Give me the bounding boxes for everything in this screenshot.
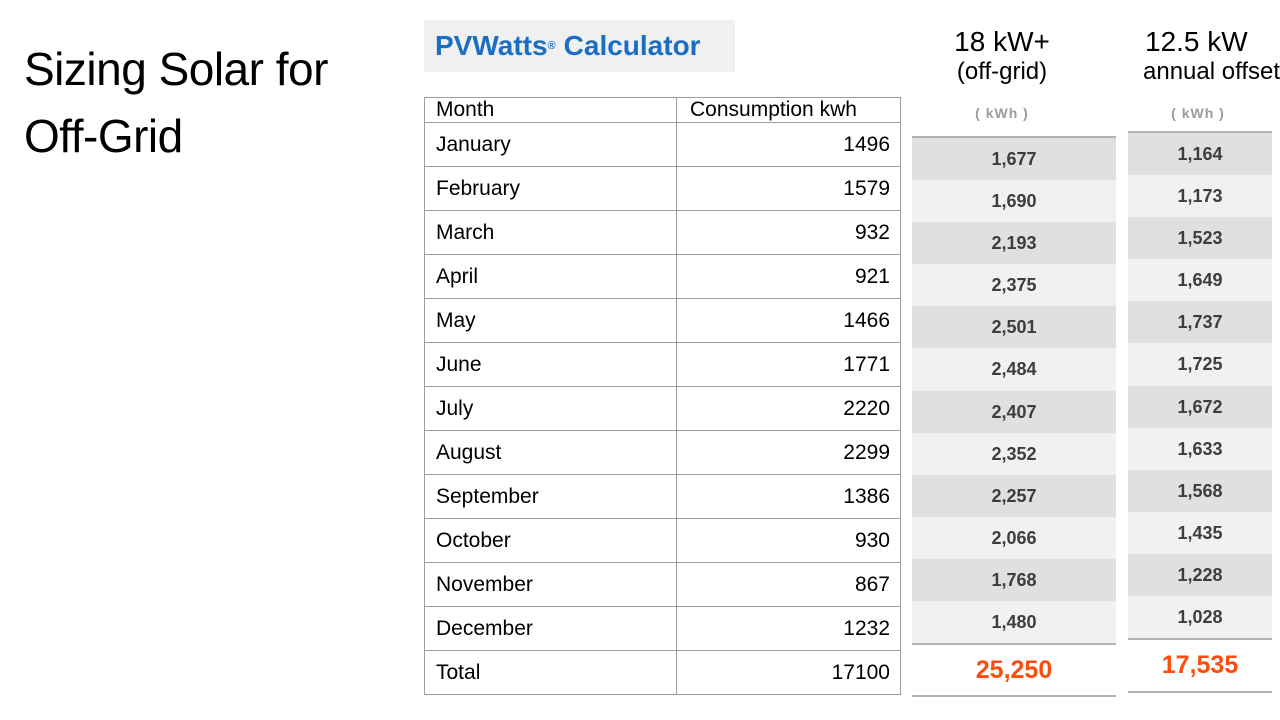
offgrid-values-column: 1,677 1,690 2,193 2,375 2,501 2,484 2,40…: [912, 136, 1116, 646]
table-row: April 921: [424, 254, 901, 299]
kwh-cell: 2299: [676, 430, 901, 475]
slide-title-line-2: Off-Grid: [24, 110, 183, 162]
offset-value-row: 1,568: [1128, 469, 1272, 512]
table-row: May 1466: [424, 298, 901, 343]
offgrid-title: 18 kW+: [954, 26, 1050, 57]
month-cell: March: [424, 210, 677, 255]
offgrid-column-header: 18 kW+ (off-grid) ( kWh ): [900, 26, 1104, 121]
offgrid-value-row: 1,480: [912, 601, 1116, 644]
offset-unit-label: ( kWh ): [1171, 105, 1225, 121]
table-row: November 867: [424, 562, 901, 607]
table-row: June 1771: [424, 342, 901, 387]
offset-value-row: 1,725: [1128, 343, 1272, 386]
total-label-cell: Total: [424, 650, 677, 695]
kwh-cell: 921: [676, 254, 901, 299]
offset-value-row: 1,523: [1128, 217, 1272, 260]
kwh-cell: 930: [676, 518, 901, 563]
offgrid-value-row: 2,501: [912, 306, 1116, 349]
table-header-row: Month Consumption kwh: [424, 97, 901, 123]
offset-value-row: 1,672: [1128, 385, 1272, 428]
offset-value-row: 1,649: [1128, 259, 1272, 302]
table-row: December 1232: [424, 606, 901, 651]
table-row: September 1386: [424, 474, 901, 519]
offgrid-value-row: 2,257: [912, 474, 1116, 517]
table-row: October 930: [424, 518, 901, 563]
offset-value-row: 1,164: [1128, 133, 1272, 176]
logo-brand: PVWatts: [435, 30, 548, 61]
offset-value-row: 1,435: [1128, 511, 1272, 554]
slide-title-line-1: Sizing Solar for: [24, 43, 328, 95]
month-cell: November: [424, 562, 677, 607]
offset-value-row: 1,737: [1128, 301, 1272, 344]
kwh-cell: 867: [676, 562, 901, 607]
offset-values-column: 1,164 1,173 1,523 1,649 1,737 1,725 1,67…: [1128, 131, 1272, 641]
offgrid-value-row: 2,407: [912, 390, 1116, 433]
month-cell: December: [424, 606, 677, 651]
offgrid-unit-label: ( kWh ): [975, 105, 1029, 121]
month-column-header: Month: [424, 97, 677, 123]
offset-column-header: 12.5 kW annual offset ( kWh ): [1143, 26, 1280, 121]
kwh-cell: 932: [676, 210, 901, 255]
offgrid-value-row: 2,375: [912, 264, 1116, 307]
month-cell: May: [424, 298, 677, 343]
month-cell: August: [424, 430, 677, 475]
month-cell: April: [424, 254, 677, 299]
offset-value-row: 1,228: [1128, 553, 1272, 597]
offgrid-value-row: 2,193: [912, 222, 1116, 265]
kwh-cell: 1579: [676, 166, 901, 211]
offset-value-row: 1,028: [1128, 596, 1272, 639]
consumption-table: Month Consumption kwh January 1496 Februa…: [424, 97, 901, 695]
offset-total: 17,535: [1128, 640, 1272, 693]
logo-product: Calculator: [563, 30, 701, 61]
month-cell: October: [424, 518, 677, 563]
offgrid-value-row: 1,690: [912, 180, 1116, 223]
table-total-row: Total 17100: [424, 650, 901, 695]
kwh-cell: 1232: [676, 606, 901, 651]
month-cell: September: [424, 474, 677, 519]
offset-title: 12.5 kW: [1145, 26, 1248, 57]
kwh-cell: 1771: [676, 342, 901, 387]
month-cell: June: [424, 342, 677, 387]
offgrid-value-row: 2,484: [912, 348, 1116, 391]
kwh-cell: 1386: [676, 474, 901, 519]
kwh-cell: 1496: [676, 122, 901, 167]
offgrid-total: 25,250: [912, 645, 1116, 697]
table-row: March 932: [424, 210, 901, 255]
table-row: January 1496: [424, 122, 901, 167]
offset-subtitle: annual offset: [1143, 58, 1280, 85]
kwh-cell: 1466: [676, 298, 901, 343]
kwh-cell: 2220: [676, 386, 901, 431]
table-row: July 2220: [424, 386, 901, 431]
offgrid-subtitle: (off-grid): [956, 58, 1048, 85]
total-kwh-cell: 17100: [676, 650, 901, 695]
slide-title: Sizing Solar for Off-Grid: [24, 36, 328, 170]
offset-value-row: 1,633: [1128, 427, 1272, 470]
month-cell: July: [424, 386, 677, 431]
month-cell: February: [424, 166, 677, 211]
offgrid-value-row: 2,352: [912, 432, 1116, 475]
offgrid-value-row: 2,066: [912, 516, 1116, 559]
consumption-column-header: Consumption kwh: [676, 97, 901, 123]
offset-value-row: 1,173: [1128, 175, 1272, 218]
offgrid-value-row: 1,677: [912, 138, 1116, 181]
offgrid-value-row: 1,768: [912, 558, 1116, 602]
month-cell: January: [424, 122, 677, 167]
pvwatts-logo: PVWatts ® Calculator: [424, 20, 735, 72]
table-row: August 2299: [424, 430, 901, 475]
table-row: February 1579: [424, 166, 901, 211]
